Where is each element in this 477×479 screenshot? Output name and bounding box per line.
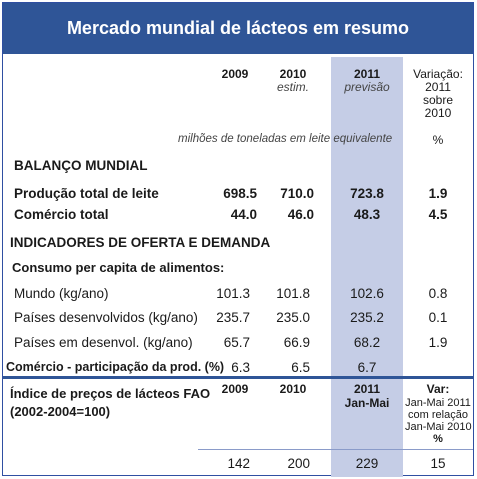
value-2010: 101.8	[276, 286, 310, 301]
per-capita-subheading: Consumo per capita de alimentos:	[12, 260, 225, 275]
value-2009: 698.5	[223, 186, 257, 201]
value-2010: 6.5	[291, 360, 310, 375]
header-variation-4: 2010	[424, 106, 452, 120]
row-label: Países em desenvol. (kg/ano)	[14, 335, 193, 350]
value-variation: 1.9	[428, 186, 448, 201]
value-2010: 66.9	[283, 335, 310, 350]
section-divider	[3, 376, 473, 379]
fao-value-var: 15	[430, 456, 446, 471]
fao-header-2010: 2010	[279, 382, 307, 396]
fao-header-var-2: Jan-Mai 2011	[405, 397, 471, 409]
row-label: Mundo (kg/ano)	[14, 286, 109, 301]
units-percent: %	[432, 133, 444, 147]
indicators-heading: INDICADORES DE OFERTA E DEMANDA	[10, 235, 271, 250]
row-label: Comércio total	[14, 207, 109, 222]
fao-header-var-4: Jan-Mai 2010	[405, 421, 472, 433]
value-2011: 68.2	[353, 335, 381, 350]
value-2011: 235.2	[350, 310, 384, 325]
value-2011: 6.7	[357, 360, 377, 375]
fao-row-divider	[198, 449, 473, 450]
value-2010: 46.0	[287, 207, 314, 222]
balance-heading: BALANÇO MUNDIAL	[14, 158, 148, 173]
trade-share-label: Comércio - participação da prod. (%)	[6, 360, 225, 374]
header-variation-1: Variação:	[413, 67, 463, 81]
fao-value-2009: 142	[227, 456, 250, 471]
header-2011: 2011	[353, 67, 381, 81]
header-2009: 2009	[221, 67, 249, 81]
row-label: Países desenvolvidos (kg/ano)	[14, 310, 198, 325]
value-2010: 710.0	[280, 186, 314, 201]
fao-header-var: Var:	[426, 382, 450, 396]
fao-index-label: Índice de preços de lácteos FAO	[10, 386, 211, 401]
fao-header-2009: 2009	[221, 382, 249, 396]
header-2010-note: estim.	[276, 80, 309, 94]
header-2010: 2010	[279, 67, 307, 81]
value-variation: 1.9	[428, 335, 448, 350]
units-note: milhões de toneladas em leite equivalent…	[178, 133, 393, 145]
value-2011: 48.3	[353, 207, 381, 222]
value-2009: 235.7	[216, 310, 250, 325]
header-2011-note: previsão	[344, 80, 390, 94]
fao-header-2011-period: Jan-Mai	[344, 396, 390, 410]
row-label: Produção total de leite	[14, 186, 159, 201]
value-2009: 6.3	[231, 360, 250, 375]
fao-value-2011: 229	[355, 456, 379, 471]
fao-header-var-3: com relação	[408, 409, 468, 421]
value-variation: 4.5	[428, 207, 448, 222]
page-title: Mercado mundial de lácteos em resumo	[3, 3, 473, 54]
fao-header-2011: 2011	[353, 382, 381, 396]
header-variation-2: 2011	[425, 80, 451, 94]
value-2011: 102.6	[350, 286, 384, 301]
fao-index-base: (2002-2004=100)	[10, 404, 111, 419]
header-variation-3: sobre	[422, 93, 454, 107]
value-variation: 0.1	[428, 310, 448, 325]
value-2011: 723.8	[350, 186, 384, 201]
table-frame	[2, 2, 474, 476]
fao-header-var-5: %	[433, 433, 443, 445]
forecast-column-highlight	[331, 57, 403, 477]
value-2009: 44.0	[230, 207, 257, 222]
fao-value-2010: 200	[287, 456, 310, 471]
value-variation: 0.8	[428, 286, 448, 301]
value-2010: 235.0	[276, 310, 310, 325]
value-2009: 101.3	[216, 286, 250, 301]
value-2009: 65.7	[223, 335, 250, 350]
